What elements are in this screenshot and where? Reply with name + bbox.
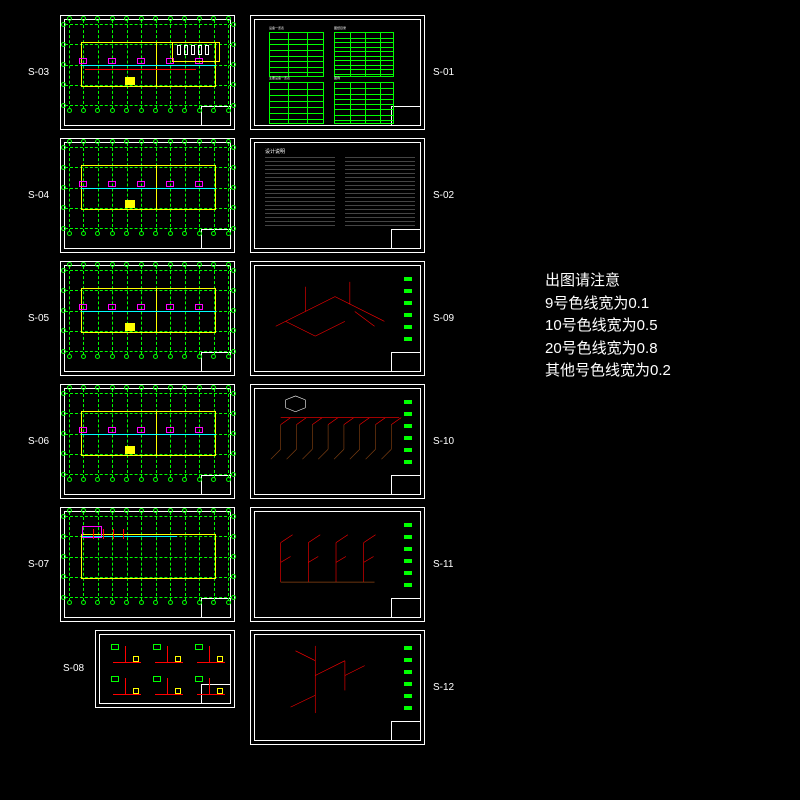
sheet-label: S-05 [28,313,49,324]
sheet-label: S-07 [28,559,49,570]
drawing-sheet-s-04 [60,138,235,253]
drawing-sheet-s-08 [95,630,235,708]
sheet-label: S-06 [28,436,49,447]
sheet-label: S-12 [433,682,454,693]
note-line: 其他号色线宽为0.2 [545,360,671,383]
note-line: 20号色线宽为0.8 [545,338,671,361]
drawing-sheet-s-09 [250,261,425,376]
drawing-sheet-s-02: 设计说明 [250,138,425,253]
drawing-sheet-s-10 [250,384,425,499]
drawing-sheet-s-01: 设备一览表主要设备一览表图纸目录图例 [250,15,425,130]
sheet-label: S-01 [433,67,454,78]
drawing-sheet-s-05 [60,261,235,376]
sheet-label: S-08 [63,663,84,674]
sheet-label: S-11 [433,559,453,570]
sheet-label: S-09 [433,313,454,324]
note-line: 9号色线宽为0.1 [545,293,671,316]
drawing-sheet-s-07 [60,507,235,622]
drawing-sheet-s-12 [250,630,425,745]
sheet-label: S-04 [28,190,49,201]
sheet-label: S-02 [433,190,454,201]
plot-notes: 出图请注意9号色线宽为0.110号色线宽为0.520号色线宽为0.8其他号色线宽… [545,270,671,383]
note-line: 出图请注意 [545,270,671,293]
drawing-sheet-s-11 [250,507,425,622]
sheet-label: S-10 [433,436,454,447]
drawing-sheet-s-03 [60,15,235,130]
sheet-label: S-03 [28,67,49,78]
drawing-sheet-s-06 [60,384,235,499]
note-line: 10号色线宽为0.5 [545,315,671,338]
